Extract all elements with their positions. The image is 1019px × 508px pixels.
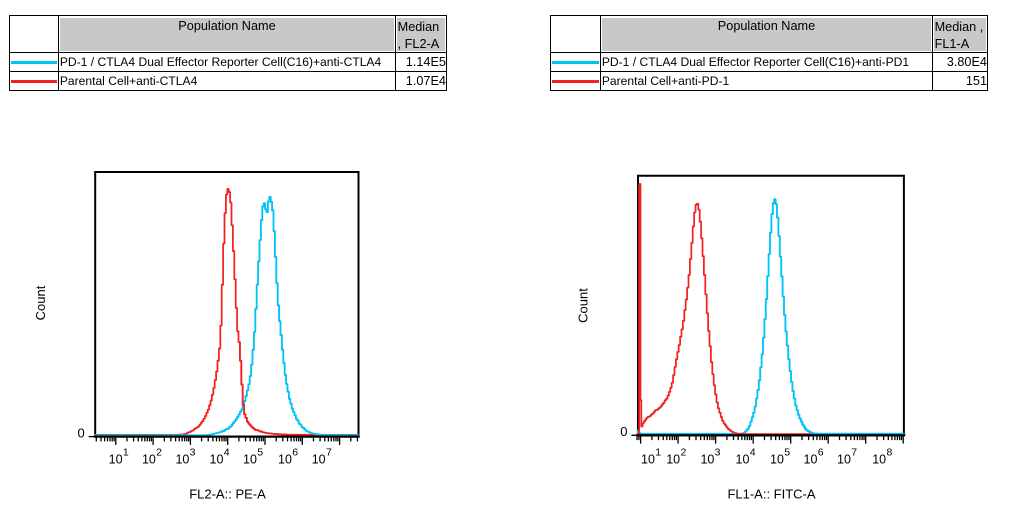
svg-text:10: 10 <box>243 452 257 466</box>
svg-text:10: 10 <box>641 452 655 466</box>
svg-text:4: 4 <box>224 447 230 459</box>
svg-text:10: 10 <box>109 452 123 466</box>
svg-text:10: 10 <box>142 452 156 466</box>
svg-text:Count: Count <box>576 288 591 323</box>
svg-text:10: 10 <box>700 452 714 466</box>
svg-text:10: 10 <box>736 452 750 466</box>
svg-text:7: 7 <box>326 447 332 459</box>
svg-text:10: 10 <box>666 452 680 466</box>
svg-text:10: 10 <box>210 452 224 466</box>
svg-text:0: 0 <box>77 425 84 440</box>
svg-text:FL2-A:: PE-A: FL2-A:: PE-A <box>189 487 266 502</box>
svg-text:1: 1 <box>123 447 129 459</box>
svg-text:10: 10 <box>804 452 818 466</box>
svg-text:2: 2 <box>156 447 162 459</box>
svg-text:FL1-A:: FITC-A: FL1-A:: FITC-A <box>727 487 815 502</box>
svg-text:5: 5 <box>257 447 263 459</box>
svg-text:4: 4 <box>750 447 756 459</box>
svg-text:0: 0 <box>620 424 627 439</box>
svg-text:10: 10 <box>837 452 851 466</box>
svg-text:1: 1 <box>655 447 661 459</box>
svg-text:6: 6 <box>818 447 824 459</box>
svg-text:3: 3 <box>190 447 196 459</box>
svg-text:10: 10 <box>770 452 784 466</box>
svg-text:10: 10 <box>312 452 326 466</box>
svg-text:3: 3 <box>715 447 721 459</box>
svg-text:2: 2 <box>680 447 686 459</box>
svg-text:6: 6 <box>292 447 298 459</box>
svg-text:8: 8 <box>886 447 892 459</box>
svg-text:5: 5 <box>784 447 790 459</box>
svg-text:7: 7 <box>851 447 857 459</box>
svg-text:Count: Count <box>33 285 48 320</box>
svg-text:10: 10 <box>278 452 292 466</box>
svg-text:10: 10 <box>872 452 886 466</box>
svg-text:10: 10 <box>175 452 189 466</box>
